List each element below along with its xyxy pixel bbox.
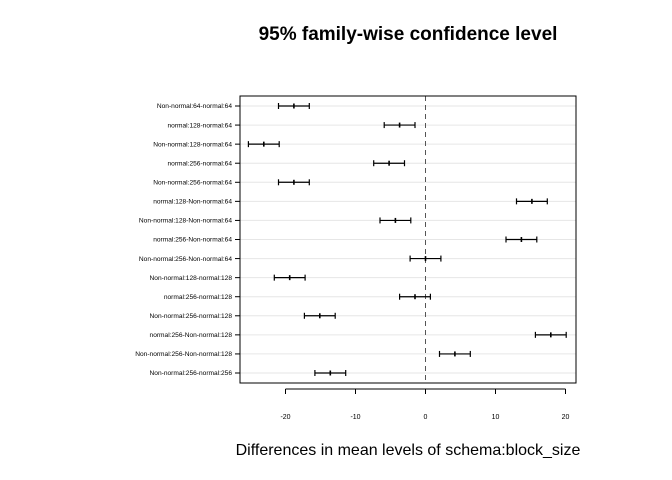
y-tick-label: Non-normal:128-Non-normal:64 — [139, 218, 232, 225]
y-tick-label: normal:256-Non-normal:64 — [153, 237, 232, 244]
y-tick-label: Non-normal:64-normal:64 — [157, 103, 232, 110]
y-tick-label: Non-normal:128-normal:64 — [153, 141, 232, 148]
y-tick-label: Non-normal:256-normal:128 — [150, 313, 233, 320]
chart-title: 95% family-wise confidence level — [258, 24, 558, 45]
x-tick-label: -20 — [280, 414, 290, 421]
y-tick-label: normal:128-normal:64 — [167, 122, 232, 129]
y-tick-label: Non-normal:128-normal:128 — [150, 275, 233, 282]
y-tick-label: normal:256-normal:64 — [167, 160, 232, 167]
y-tick-label: Non-normal:256-Non-normal:128 — [135, 351, 232, 358]
y-tick-label: Non-normal:256-normal:256 — [150, 370, 233, 377]
plot-border — [239, 95, 577, 384]
x-tick-label: 20 — [562, 414, 570, 421]
y-tick-label: normal:256-normal:128 — [164, 294, 233, 301]
y-tick-label: normal:128-Non-normal:64 — [153, 199, 232, 206]
x-tick-label: 0 — [424, 414, 428, 421]
x-tick-label: 10 — [492, 414, 500, 421]
x-axis-label: Differences in mean levels of schema:blo… — [235, 442, 581, 459]
x-tick-label: -10 — [350, 414, 360, 421]
y-tick-label: Non-normal:256-Non-normal:64 — [139, 256, 232, 263]
y-tick-label: normal:256-Non-normal:128 — [150, 332, 233, 339]
y-tick-label: Non-normal:256-normal:64 — [153, 179, 232, 186]
